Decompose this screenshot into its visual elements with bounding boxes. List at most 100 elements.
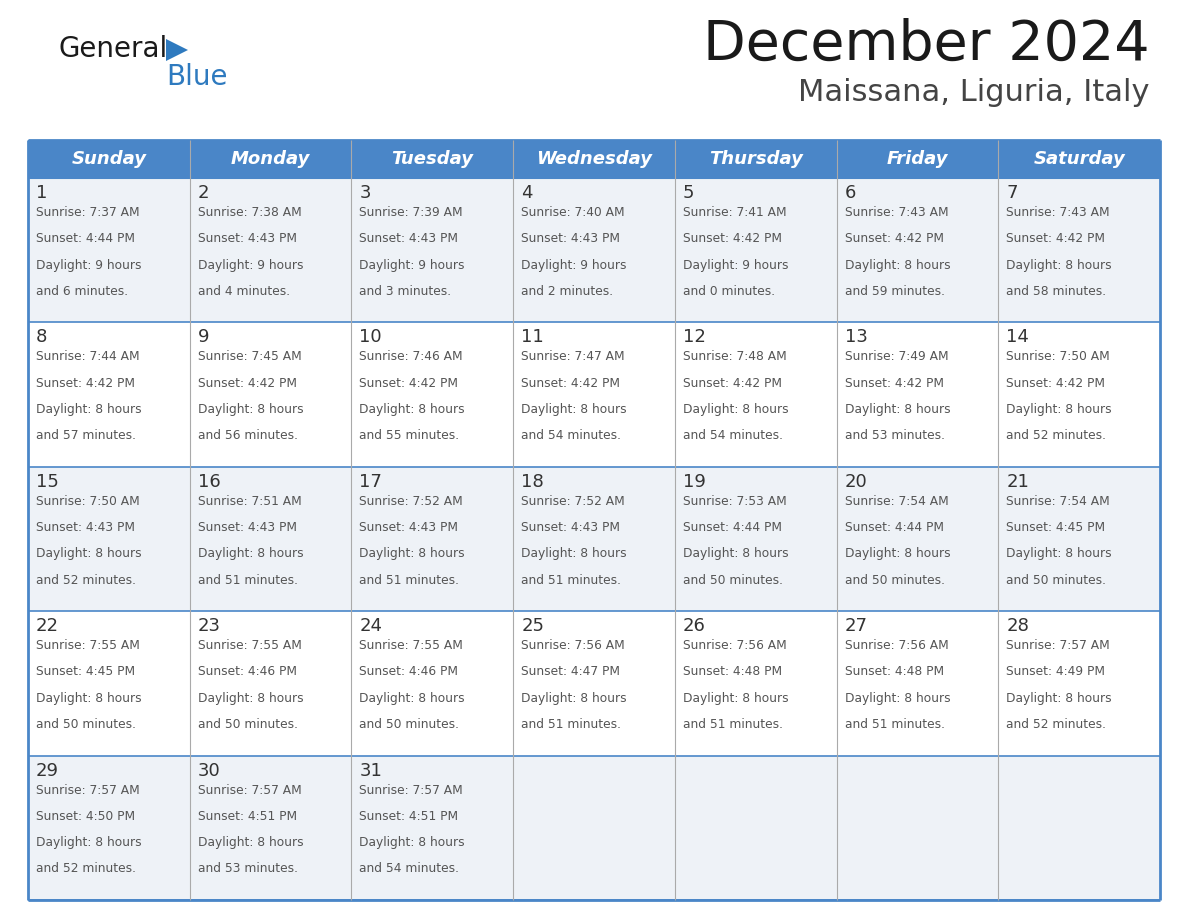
Text: 29: 29 [36,762,59,779]
Text: Daylight: 8 hours: Daylight: 8 hours [36,836,141,849]
Text: Daylight: 8 hours: Daylight: 8 hours [845,259,950,272]
Text: Sunrise: 7:46 AM: Sunrise: 7:46 AM [360,351,463,364]
Text: Daylight: 9 hours: Daylight: 9 hours [36,259,141,272]
Text: and 50 minutes.: and 50 minutes. [683,574,783,587]
Text: and 50 minutes.: and 50 minutes. [197,718,298,731]
Text: 26: 26 [683,617,706,635]
Bar [190,178,352,322]
Text: Sunset: 4:42 PM: Sunset: 4:42 PM [683,376,782,389]
Text: Sunset: 4:47 PM: Sunset: 4:47 PM [522,666,620,678]
Text: Sunset: 4:48 PM: Sunset: 4:48 PM [845,666,943,678]
Bar [836,611,998,756]
Text: and 52 minutes.: and 52 minutes. [1006,430,1106,442]
Bar [513,756,675,900]
Text: Sunrise: 7:48 AM: Sunrise: 7:48 AM [683,351,786,364]
Bar [513,611,675,756]
Bar [29,466,190,611]
Text: Sunset: 4:42 PM: Sunset: 4:42 PM [683,232,782,245]
Text: Daylight: 8 hours: Daylight: 8 hours [1006,403,1112,416]
Bar [836,756,998,900]
Bar [352,140,513,178]
Text: Daylight: 8 hours: Daylight: 8 hours [197,403,303,416]
Text: 16: 16 [197,473,221,491]
Text: Daylight: 8 hours: Daylight: 8 hours [683,403,789,416]
Text: 17: 17 [360,473,383,491]
Text: Daylight: 8 hours: Daylight: 8 hours [360,403,465,416]
Text: Daylight: 8 hours: Daylight: 8 hours [197,836,303,849]
Text: and 56 minutes.: and 56 minutes. [197,430,298,442]
Text: Sunrise: 7:57 AM: Sunrise: 7:57 AM [36,784,140,797]
Bar [29,178,190,322]
Text: Daylight: 8 hours: Daylight: 8 hours [845,547,950,560]
Text: Sunrise: 7:57 AM: Sunrise: 7:57 AM [360,784,463,797]
Text: Daylight: 8 hours: Daylight: 8 hours [1006,547,1112,560]
Text: Daylight: 8 hours: Daylight: 8 hours [36,547,141,560]
Text: and 54 minutes.: and 54 minutes. [522,430,621,442]
Text: Sunrise: 7:55 AM: Sunrise: 7:55 AM [197,639,302,652]
Text: and 50 minutes.: and 50 minutes. [1006,574,1106,587]
Text: Sunset: 4:42 PM: Sunset: 4:42 PM [845,232,943,245]
Bar [29,322,190,466]
Bar [352,178,513,322]
Text: Daylight: 8 hours: Daylight: 8 hours [845,692,950,705]
Text: Sunrise: 7:54 AM: Sunrise: 7:54 AM [1006,495,1110,508]
Text: 10: 10 [360,329,383,346]
Bar [513,178,675,322]
Text: Sunset: 4:46 PM: Sunset: 4:46 PM [360,666,459,678]
Bar [998,611,1159,756]
Text: 1: 1 [36,184,48,202]
Bar [675,178,836,322]
Text: Sunset: 4:50 PM: Sunset: 4:50 PM [36,810,135,823]
Text: Daylight: 8 hours: Daylight: 8 hours [845,403,950,416]
Text: and 55 minutes.: and 55 minutes. [360,430,460,442]
Text: 22: 22 [36,617,59,635]
Text: 24: 24 [360,617,383,635]
Text: Daylight: 8 hours: Daylight: 8 hours [522,547,627,560]
Text: Sunrise: 7:40 AM: Sunrise: 7:40 AM [522,206,625,219]
Bar [513,322,675,466]
Text: and 51 minutes.: and 51 minutes. [360,574,460,587]
Text: Sunrise: 7:43 AM: Sunrise: 7:43 AM [1006,206,1110,219]
Bar [190,611,352,756]
Text: and 50 minutes.: and 50 minutes. [360,718,460,731]
Text: Sunset: 4:43 PM: Sunset: 4:43 PM [360,232,459,245]
Text: and 53 minutes.: and 53 minutes. [845,430,944,442]
Text: Sunset: 4:42 PM: Sunset: 4:42 PM [522,376,620,389]
Text: Sunrise: 7:39 AM: Sunrise: 7:39 AM [360,206,463,219]
Bar [352,466,513,611]
Text: and 51 minutes.: and 51 minutes. [197,574,298,587]
Text: Sunrise: 7:50 AM: Sunrise: 7:50 AM [1006,351,1110,364]
Text: Blue: Blue [166,63,227,91]
Text: 18: 18 [522,473,544,491]
Text: Sunrise: 7:54 AM: Sunrise: 7:54 AM [845,495,948,508]
Text: Sunrise: 7:55 AM: Sunrise: 7:55 AM [360,639,463,652]
Text: Sunrise: 7:56 AM: Sunrise: 7:56 AM [683,639,786,652]
Text: Sunset: 4:42 PM: Sunset: 4:42 PM [845,376,943,389]
Text: Maissana, Liguria, Italy: Maissana, Liguria, Italy [798,78,1150,107]
Bar [998,466,1159,611]
Text: 11: 11 [522,329,544,346]
Text: Daylight: 8 hours: Daylight: 8 hours [36,403,141,416]
Text: Daylight: 8 hours: Daylight: 8 hours [360,836,465,849]
Text: Daylight: 9 hours: Daylight: 9 hours [522,259,626,272]
Text: Sunrise: 7:47 AM: Sunrise: 7:47 AM [522,351,625,364]
Text: and 6 minutes.: and 6 minutes. [36,285,128,297]
Text: Monday: Monday [230,150,310,168]
Text: Sunset: 4:44 PM: Sunset: 4:44 PM [845,521,943,534]
Text: Saturday: Saturday [1034,150,1125,168]
Text: and 52 minutes.: and 52 minutes. [36,574,135,587]
Text: and 4 minutes.: and 4 minutes. [197,285,290,297]
Text: 2: 2 [197,184,209,202]
Text: 3: 3 [360,184,371,202]
Text: and 52 minutes.: and 52 minutes. [1006,718,1106,731]
Bar [998,322,1159,466]
Bar [836,178,998,322]
Bar [675,140,836,178]
Text: Sunset: 4:42 PM: Sunset: 4:42 PM [1006,232,1105,245]
Text: Sunrise: 7:41 AM: Sunrise: 7:41 AM [683,206,786,219]
Text: and 50 minutes.: and 50 minutes. [845,574,944,587]
Text: Sunrise: 7:38 AM: Sunrise: 7:38 AM [197,206,302,219]
Text: 28: 28 [1006,617,1029,635]
Text: and 3 minutes.: and 3 minutes. [360,285,451,297]
Text: 6: 6 [845,184,855,202]
